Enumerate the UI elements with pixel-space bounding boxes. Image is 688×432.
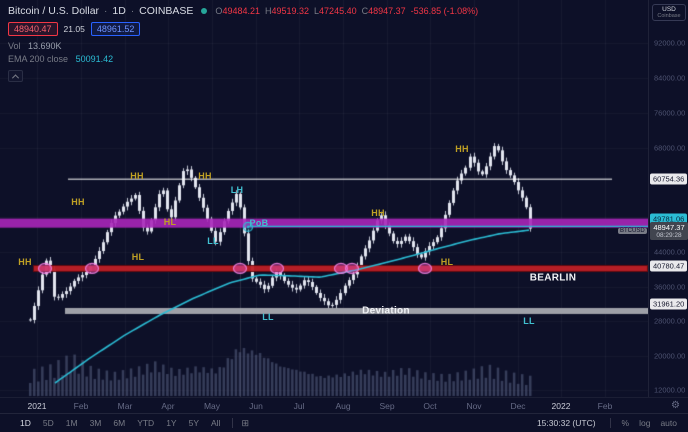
range-button-1d[interactable]: 1D [20, 418, 31, 428]
annotation-hl[interactable]: HL [440, 257, 454, 267]
ohlc-c: C48947.37 [361, 6, 406, 16]
timeframe-label[interactable]: 1D [112, 5, 126, 17]
time-label-feb: Feb [597, 401, 613, 411]
time-label-apr: Apr [161, 401, 175, 411]
level-price-label: 60754.36 [650, 173, 688, 185]
price-tick: 68000.00 [654, 143, 686, 153]
price-axis[interactable]: USD Coinbase 92000.00 84000.00 76000.00 680… [648, 0, 688, 397]
separator: · [130, 5, 135, 17]
range-button-ytd[interactable]: YTD [137, 418, 155, 428]
annotation-ll[interactable]: LL [523, 316, 535, 326]
price-tick: 36000.00 [654, 282, 686, 292]
annotation-hh[interactable]: HH [198, 171, 212, 181]
price-tick: 20000.00 [654, 351, 686, 361]
range-buttons: 1D 5D 1M 3M 6M YTD 1Y 5Y All [14, 416, 226, 430]
last-price-label: 48947.37 08:29:28 [650, 222, 688, 240]
change-value: -536.85 (-1.08%) [410, 6, 479, 16]
ohlc-o: O49484.21 [215, 6, 260, 16]
annotation-hh[interactable]: HH [371, 208, 385, 218]
ohlc-values: O49484.21 H49519.32 L47245.40 C48947.37 -536… [215, 6, 478, 16]
annotation-hh[interactable]: HH [18, 257, 32, 267]
chevron-up-icon [11, 73, 20, 81]
chart-legend: Bitcoin / U.S. Dollar · 1D · COINBASE O4… [8, 5, 478, 82]
annotation-lh[interactable]: LH [230, 185, 244, 195]
range-button-5y[interactable]: 5Y [188, 418, 199, 428]
annotation-bearlin[interactable]: BEARLIN [529, 272, 577, 284]
ohlc-h: H49519.32 [264, 6, 310, 16]
log-scale-button[interactable]: log [639, 418, 651, 428]
calendar-icon[interactable]: ⊞ [241, 417, 249, 428]
annotation-hh[interactable]: HH [71, 197, 85, 207]
legend-collapse-button[interactable] [8, 70, 23, 82]
price-tick: 76000.00 [654, 108, 686, 118]
symbol-price-tag: BTCUSD [618, 228, 647, 234]
time-label-sep: Sep [379, 401, 395, 411]
price-tick: 84000.00 [654, 73, 686, 83]
gear-icon[interactable]: ⚙ [671, 400, 680, 411]
ohlc-l: L47245.40 [314, 6, 357, 16]
price-tick: 92000.00 [654, 38, 686, 48]
time-label-aug: Aug [335, 401, 351, 411]
price-tick: 44000.00 [654, 247, 686, 257]
time-label-oct: Oct [423, 401, 437, 411]
time-label-jun: Jun [249, 401, 263, 411]
auto-scale-button[interactable]: auto [660, 418, 677, 428]
time-label-mar: Mar [117, 401, 133, 411]
clock-utc[interactable]: 15:30:32 (UTC) [536, 418, 596, 428]
ema-indicator-label[interactable]: EMA 200 close [8, 54, 69, 64]
time-label-nov: Nov [466, 401, 482, 411]
range-button-6m[interactable]: 6M [113, 418, 126, 428]
range-button-1m[interactable]: 1M [65, 418, 78, 428]
candlestick-chart-canvas[interactable] [0, 0, 648, 397]
divider [609, 418, 611, 428]
annotation-hh[interactable]: HH [455, 144, 469, 154]
range-button-5d[interactable]: 5D [42, 418, 54, 428]
annotation-hl[interactable]: HL [131, 252, 145, 262]
currency-toggle[interactable]: USD Coinbase [652, 4, 686, 21]
range-button-all[interactable]: All [211, 418, 221, 428]
annotation-deviation[interactable]: Deviation [362, 305, 410, 317]
time-label-2022: 2022 [551, 401, 571, 411]
time-axis[interactable]: ⚙ 2021 Feb Mar Apr May Jun Jul Aug Sep Oct Nov Dec 2… [0, 397, 688, 413]
volume-value: 13.690K [28, 41, 62, 51]
range-button-1y[interactable]: 1Y [166, 418, 177, 428]
annotation-ll[interactable]: LL [262, 312, 274, 322]
level-price-label: 49781.06 [650, 213, 688, 225]
time-label-feb: Feb [73, 401, 89, 411]
time-label-dec: Dec [510, 401, 526, 411]
spread-value: 21.05 [63, 24, 85, 34]
currency-sub-label: Coinbase [657, 13, 681, 19]
annotation-hl[interactable]: HL [163, 217, 177, 227]
bottom-toolbar: 1D 5D 1M 3M 6M YTD 1Y 5Y All ⊞ 15:30:32 (UTC) % … [0, 413, 688, 432]
time-label-may: May [203, 401, 221, 411]
currency-label: USD [662, 6, 676, 13]
time-label-jul: Jul [293, 401, 305, 411]
exchange-label[interactable]: COINBASE [139, 5, 194, 17]
ema-indicator-value: 50091.42 [75, 54, 114, 64]
time-label-2021: 2021 [27, 401, 47, 411]
level-price-label: 40780.47 [650, 260, 688, 272]
volume-label[interactable]: Vol [8, 41, 21, 51]
price-tick: 12000.00 [654, 385, 686, 395]
annotation-pob[interactable]: PoB [249, 218, 269, 228]
level-price-label: 31961.20 [650, 298, 688, 310]
percent-scale-button[interactable]: % [621, 418, 630, 428]
annotation-hh[interactable]: HH [130, 171, 144, 181]
buy-price-button[interactable]: 48961.52 [90, 22, 141, 36]
annotation-ll[interactable]: LL [207, 236, 219, 246]
divider [232, 418, 234, 428]
range-button-3m[interactable]: 3M [89, 418, 102, 428]
price-tick: 28000.00 [654, 316, 686, 326]
sell-price-button[interactable]: 48940.47 [8, 22, 58, 36]
market-status-icon[interactable] [201, 8, 208, 14]
symbol-title[interactable]: Bitcoin / U.S. Dollar [8, 5, 100, 17]
separator: · [104, 5, 108, 17]
